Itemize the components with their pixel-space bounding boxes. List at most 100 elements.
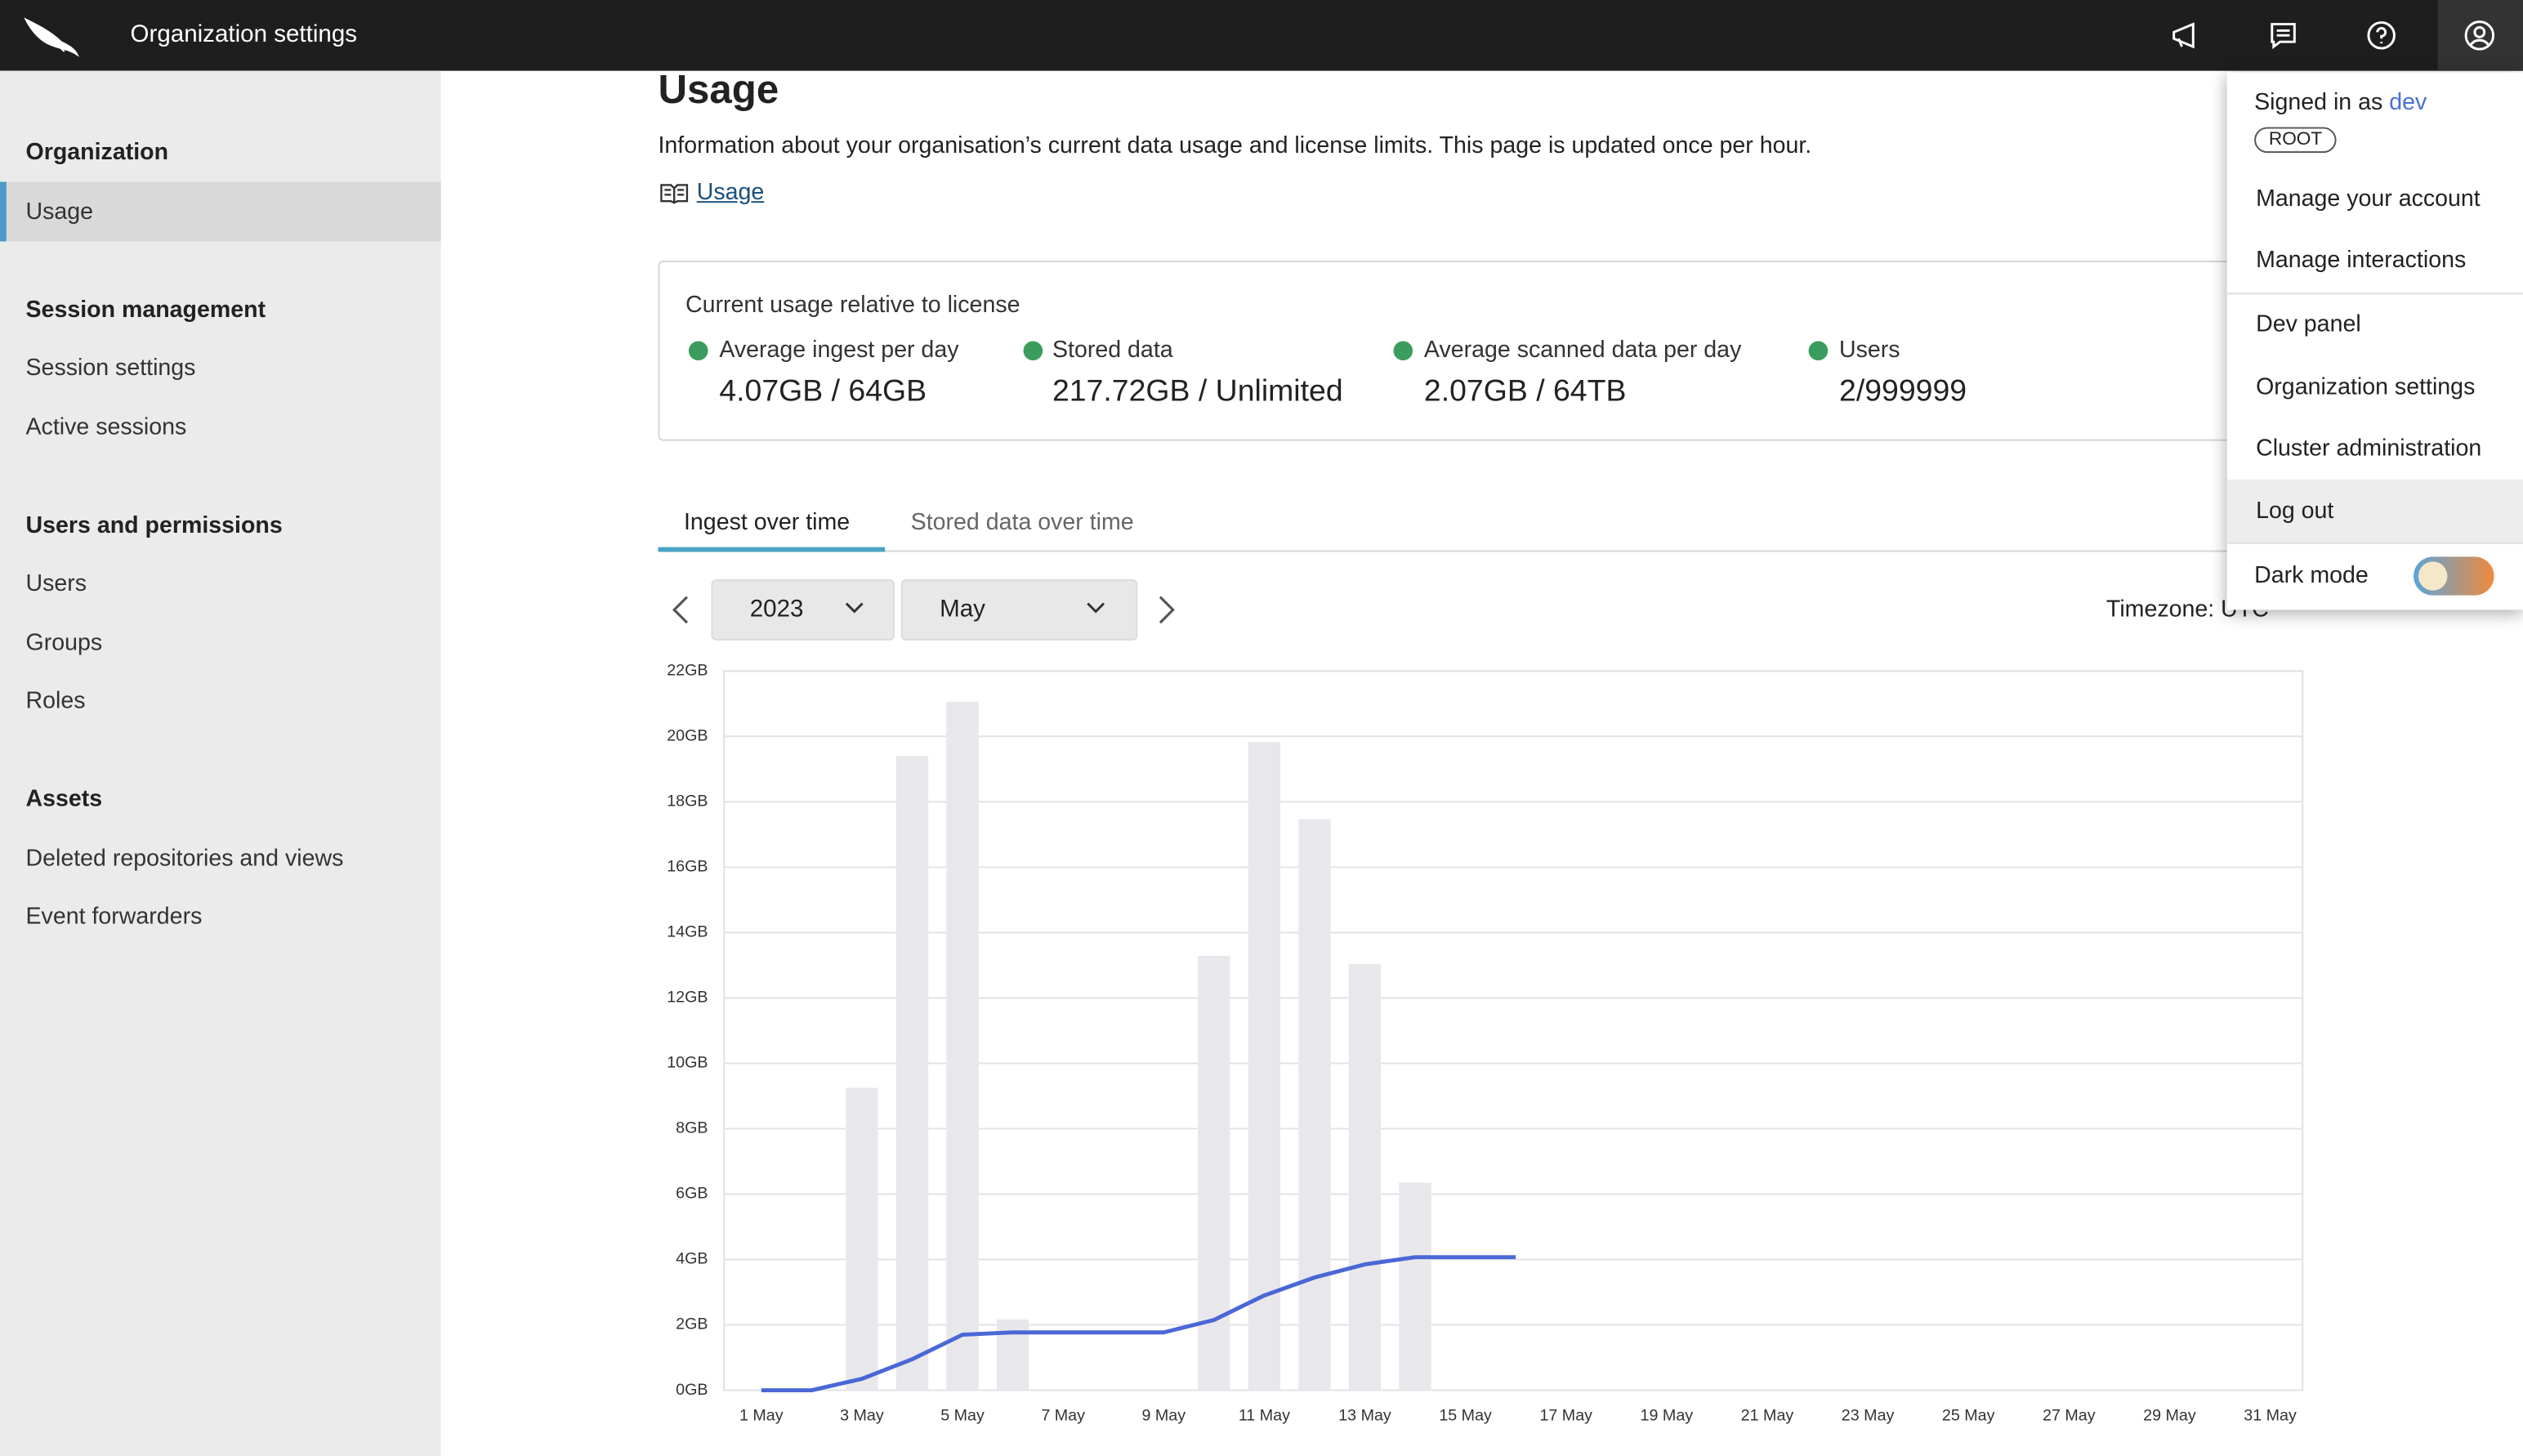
- nav-item[interactable]: Event forwarders: [25, 904, 203, 931]
- announce-icon[interactable]: [2169, 20, 2201, 51]
- check-icon: [1023, 341, 1043, 361]
- year-value: 2023: [749, 595, 804, 623]
- y-tick-label: 8GB: [676, 1119, 708, 1137]
- x-tick-label: 17 May: [1539, 1406, 1592, 1424]
- nav-item[interactable]: Deleted repositories and views: [25, 846, 344, 873]
- x-tick-label: 5 May: [940, 1406, 985, 1424]
- check-icon: [1808, 341, 1829, 361]
- x-tick-label: 11 May: [1239, 1406, 1290, 1424]
- toggle-knob: [2418, 561, 2448, 591]
- line: [761, 1255, 1516, 1393]
- x-tick-label: 25 May: [1942, 1406, 1995, 1424]
- tab[interactable]: Ingest over time: [683, 510, 851, 536]
- x-tick-label: 7 May: [1041, 1406, 1085, 1424]
- x-tick-label: 9 May: [1141, 1406, 1186, 1424]
- menu-item[interactable]: Manage interactions: [2256, 248, 2467, 274]
- nav-section: Users and permissions: [25, 513, 283, 539]
- account-icon[interactable]: [2463, 20, 2495, 51]
- tab-border: [658, 550, 2267, 552]
- prev-button[interactable]: [666, 592, 694, 628]
- doc-link[interactable]: Usage: [696, 180, 765, 207]
- role-badge: ROOT: [2254, 127, 2338, 154]
- x-tick-label: 15 May: [1439, 1406, 1492, 1424]
- menu-item[interactable]: Dev panel: [2256, 312, 2361, 338]
- account-button[interactable]: [2437, 0, 2523, 71]
- nav-item[interactable]: Usage: [25, 199, 94, 226]
- bar: [1198, 955, 1230, 1391]
- x-tick-label: 1 May: [739, 1406, 784, 1424]
- summary-label: Average scanned data per day: [1423, 337, 1742, 364]
- y-tick-label: 20GB: [667, 726, 708, 744]
- check-icon: [688, 341, 708, 361]
- x-tick-label: 13 May: [1338, 1406, 1391, 1424]
- bar: [946, 701, 979, 1391]
- y-tick-label: 4GB: [676, 1250, 708, 1268]
- doc-icon: [660, 184, 689, 204]
- page-title: Usage: [658, 67, 779, 113]
- selected-nav: [0, 181, 441, 242]
- summary-value: 4.07GB / 64GB: [719, 374, 927, 409]
- x-tick-label: 23 May: [1842, 1406, 1895, 1424]
- sidebar: [0, 70, 441, 1456]
- x-tick-label: 27 May: [2043, 1406, 2096, 1424]
- header-title: Organization settings: [130, 20, 358, 49]
- account-menu: Signed in as dev ROOT Manage your accoun…: [2226, 72, 2523, 610]
- menu-item[interactable]: Manage your account: [2256, 186, 2481, 212]
- y-tick-label: 14GB: [667, 923, 708, 941]
- menu-hover: [2226, 479, 2523, 543]
- summary-label: Average ingest per day: [719, 337, 959, 364]
- username: dev: [2389, 90, 2427, 116]
- nav-section: Organization: [25, 140, 169, 166]
- top-bar: Organization settings: [0, 0, 2523, 71]
- y-tick-label: 18GB: [667, 792, 708, 810]
- summary-title: Current usage relative to license: [685, 293, 1020, 319]
- next-button[interactable]: [1152, 592, 1181, 628]
- bar: [846, 1088, 878, 1391]
- chevron: [1087, 602, 1105, 614]
- nav-section: Session management: [25, 297, 266, 324]
- menu-item[interactable]: Log out: [2256, 498, 2334, 525]
- y-tick-label: 10GB: [667, 1054, 708, 1072]
- x-tick-label: 3 May: [840, 1406, 884, 1424]
- nav-item[interactable]: Session settings: [25, 355, 196, 382]
- nav-item[interactable]: Users: [25, 571, 87, 597]
- nav-item[interactable]: Roles: [25, 688, 86, 715]
- check-icon: [1393, 341, 1413, 361]
- logo: [24, 17, 80, 57]
- nav-section: Assets: [25, 787, 103, 813]
- year-select[interactable]: [711, 578, 895, 641]
- x-tick-label: 21 May: [1741, 1406, 1794, 1424]
- summary-value: 2.07GB / 64TB: [1423, 374, 1627, 409]
- x-tick-label: 29 May: [2143, 1406, 2196, 1424]
- bar: [996, 1319, 1029, 1391]
- separator: [2226, 293, 2523, 295]
- chat-icon[interactable]: [2267, 20, 2299, 51]
- summary-value: 2/999999: [1839, 374, 1967, 409]
- x-tick-label: 31 May: [2244, 1406, 2297, 1424]
- bar: [1298, 819, 1331, 1391]
- x-tick-label: 19 May: [1641, 1406, 1694, 1424]
- y-tick-label: 2GB: [676, 1315, 708, 1333]
- summary-label: Users: [1839, 337, 1900, 364]
- y-tick-label: 22GB: [667, 661, 708, 679]
- month-value: May: [940, 595, 985, 623]
- description: Information about your organisation’s cu…: [658, 133, 1812, 159]
- summary-value: 217.72GB / Unlimited: [1052, 374, 1343, 409]
- tab[interactable]: Stored data over time: [910, 510, 1134, 536]
- menu-item[interactable]: Organization settings: [2256, 374, 2476, 401]
- y-tick-label: 0GB: [676, 1381, 708, 1399]
- signed-in-text: Signed in as: [2254, 90, 2383, 116]
- dark-mode-label: Dark mode: [2254, 563, 2369, 589]
- help-icon[interactable]: [2365, 20, 2397, 51]
- nav-item[interactable]: Active sessions: [25, 415, 187, 441]
- y-tick-label: 6GB: [676, 1185, 708, 1203]
- tab-indicator: [658, 547, 886, 552]
- summary-label: Stored data: [1052, 337, 1173, 364]
- chevron: [845, 602, 864, 614]
- nav-item[interactable]: Groups: [25, 631, 103, 657]
- menu-item[interactable]: Cluster administration: [2256, 435, 2482, 462]
- bar: [1248, 742, 1281, 1391]
- bar: [1399, 1182, 1431, 1391]
